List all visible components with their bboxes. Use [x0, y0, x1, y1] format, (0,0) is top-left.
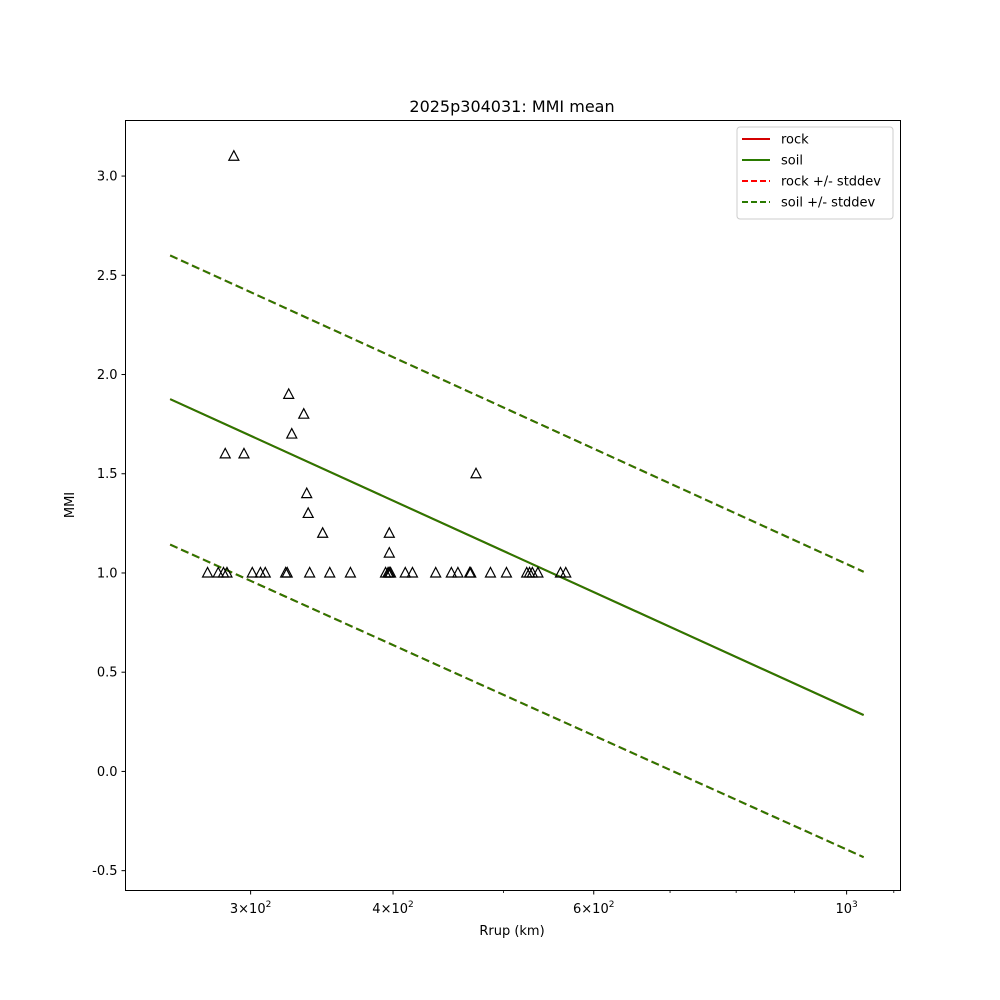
observation-point: [281, 566, 294, 578]
y-tick-label: 3.0: [97, 170, 118, 185]
observation-point: [399, 566, 412, 578]
y-tick-label: 2.5: [97, 269, 118, 284]
legend-label: rock +/- stddev: [781, 175, 881, 190]
observation-point: [464, 566, 477, 578]
legend-label: rock: [781, 133, 809, 148]
x-axis-label: Rrup (km): [479, 924, 544, 939]
observation-point: [316, 526, 329, 538]
legend-label: soil +/- stddev: [781, 196, 876, 211]
observation-point: [500, 566, 513, 578]
observation-point: [344, 566, 357, 578]
observation-point: [383, 526, 396, 538]
axes-frame: [125, 120, 901, 891]
y-axis-label: MMI: [63, 492, 78, 518]
y-tick-label: 2.0: [97, 368, 118, 383]
observation-point: [406, 566, 419, 578]
observation-point: [451, 566, 464, 578]
observation-point: [285, 427, 298, 439]
observation-point: [220, 566, 233, 578]
x-tick-label: 6×102: [573, 900, 614, 917]
series-line-soil: [169, 398, 865, 716]
plot-area: [169, 149, 865, 859]
x-tick-label: 103: [835, 900, 857, 917]
observation-point: [470, 466, 483, 479]
observation-point: [323, 566, 336, 578]
y-tick-label: -0.5: [92, 864, 117, 879]
y-tick-label: 1.5: [97, 467, 118, 482]
observation-point: [383, 546, 396, 558]
legend-label: soil: [781, 154, 803, 169]
observation-point: [259, 566, 272, 578]
observation-point: [246, 566, 259, 578]
observation-point: [559, 566, 572, 578]
chart-title: 2025p304031: MMI mean: [409, 97, 614, 116]
y-tick-label: 0.0: [97, 765, 118, 780]
series-line-soil-stddev: [169, 254, 865, 573]
observation-point: [300, 486, 313, 499]
observation-point: [429, 566, 442, 578]
observation-point: [384, 566, 397, 578]
observation-point: [445, 566, 458, 578]
observation-point: [297, 407, 310, 419]
legend: rock soil rock +/- stddev soil +/- stddev: [736, 126, 894, 220]
y-tick-label: 1.0: [97, 566, 118, 581]
x-tick-label: 3×102: [230, 900, 271, 917]
observation-point: [219, 447, 232, 459]
observation-point: [201, 566, 214, 578]
observation-point: [237, 447, 250, 459]
observation-point: [484, 566, 497, 578]
observation-point: [302, 506, 315, 519]
y-tick-label: 0.5: [97, 666, 118, 681]
x-tick-label: 4×102: [372, 900, 413, 917]
observation-point: [282, 387, 295, 399]
series-line-soil-stddev-lower: [169, 543, 865, 859]
observation-point: [303, 566, 316, 578]
observation-point: [531, 566, 544, 578]
observation-point: [227, 149, 240, 161]
legend-box: [736, 126, 894, 220]
